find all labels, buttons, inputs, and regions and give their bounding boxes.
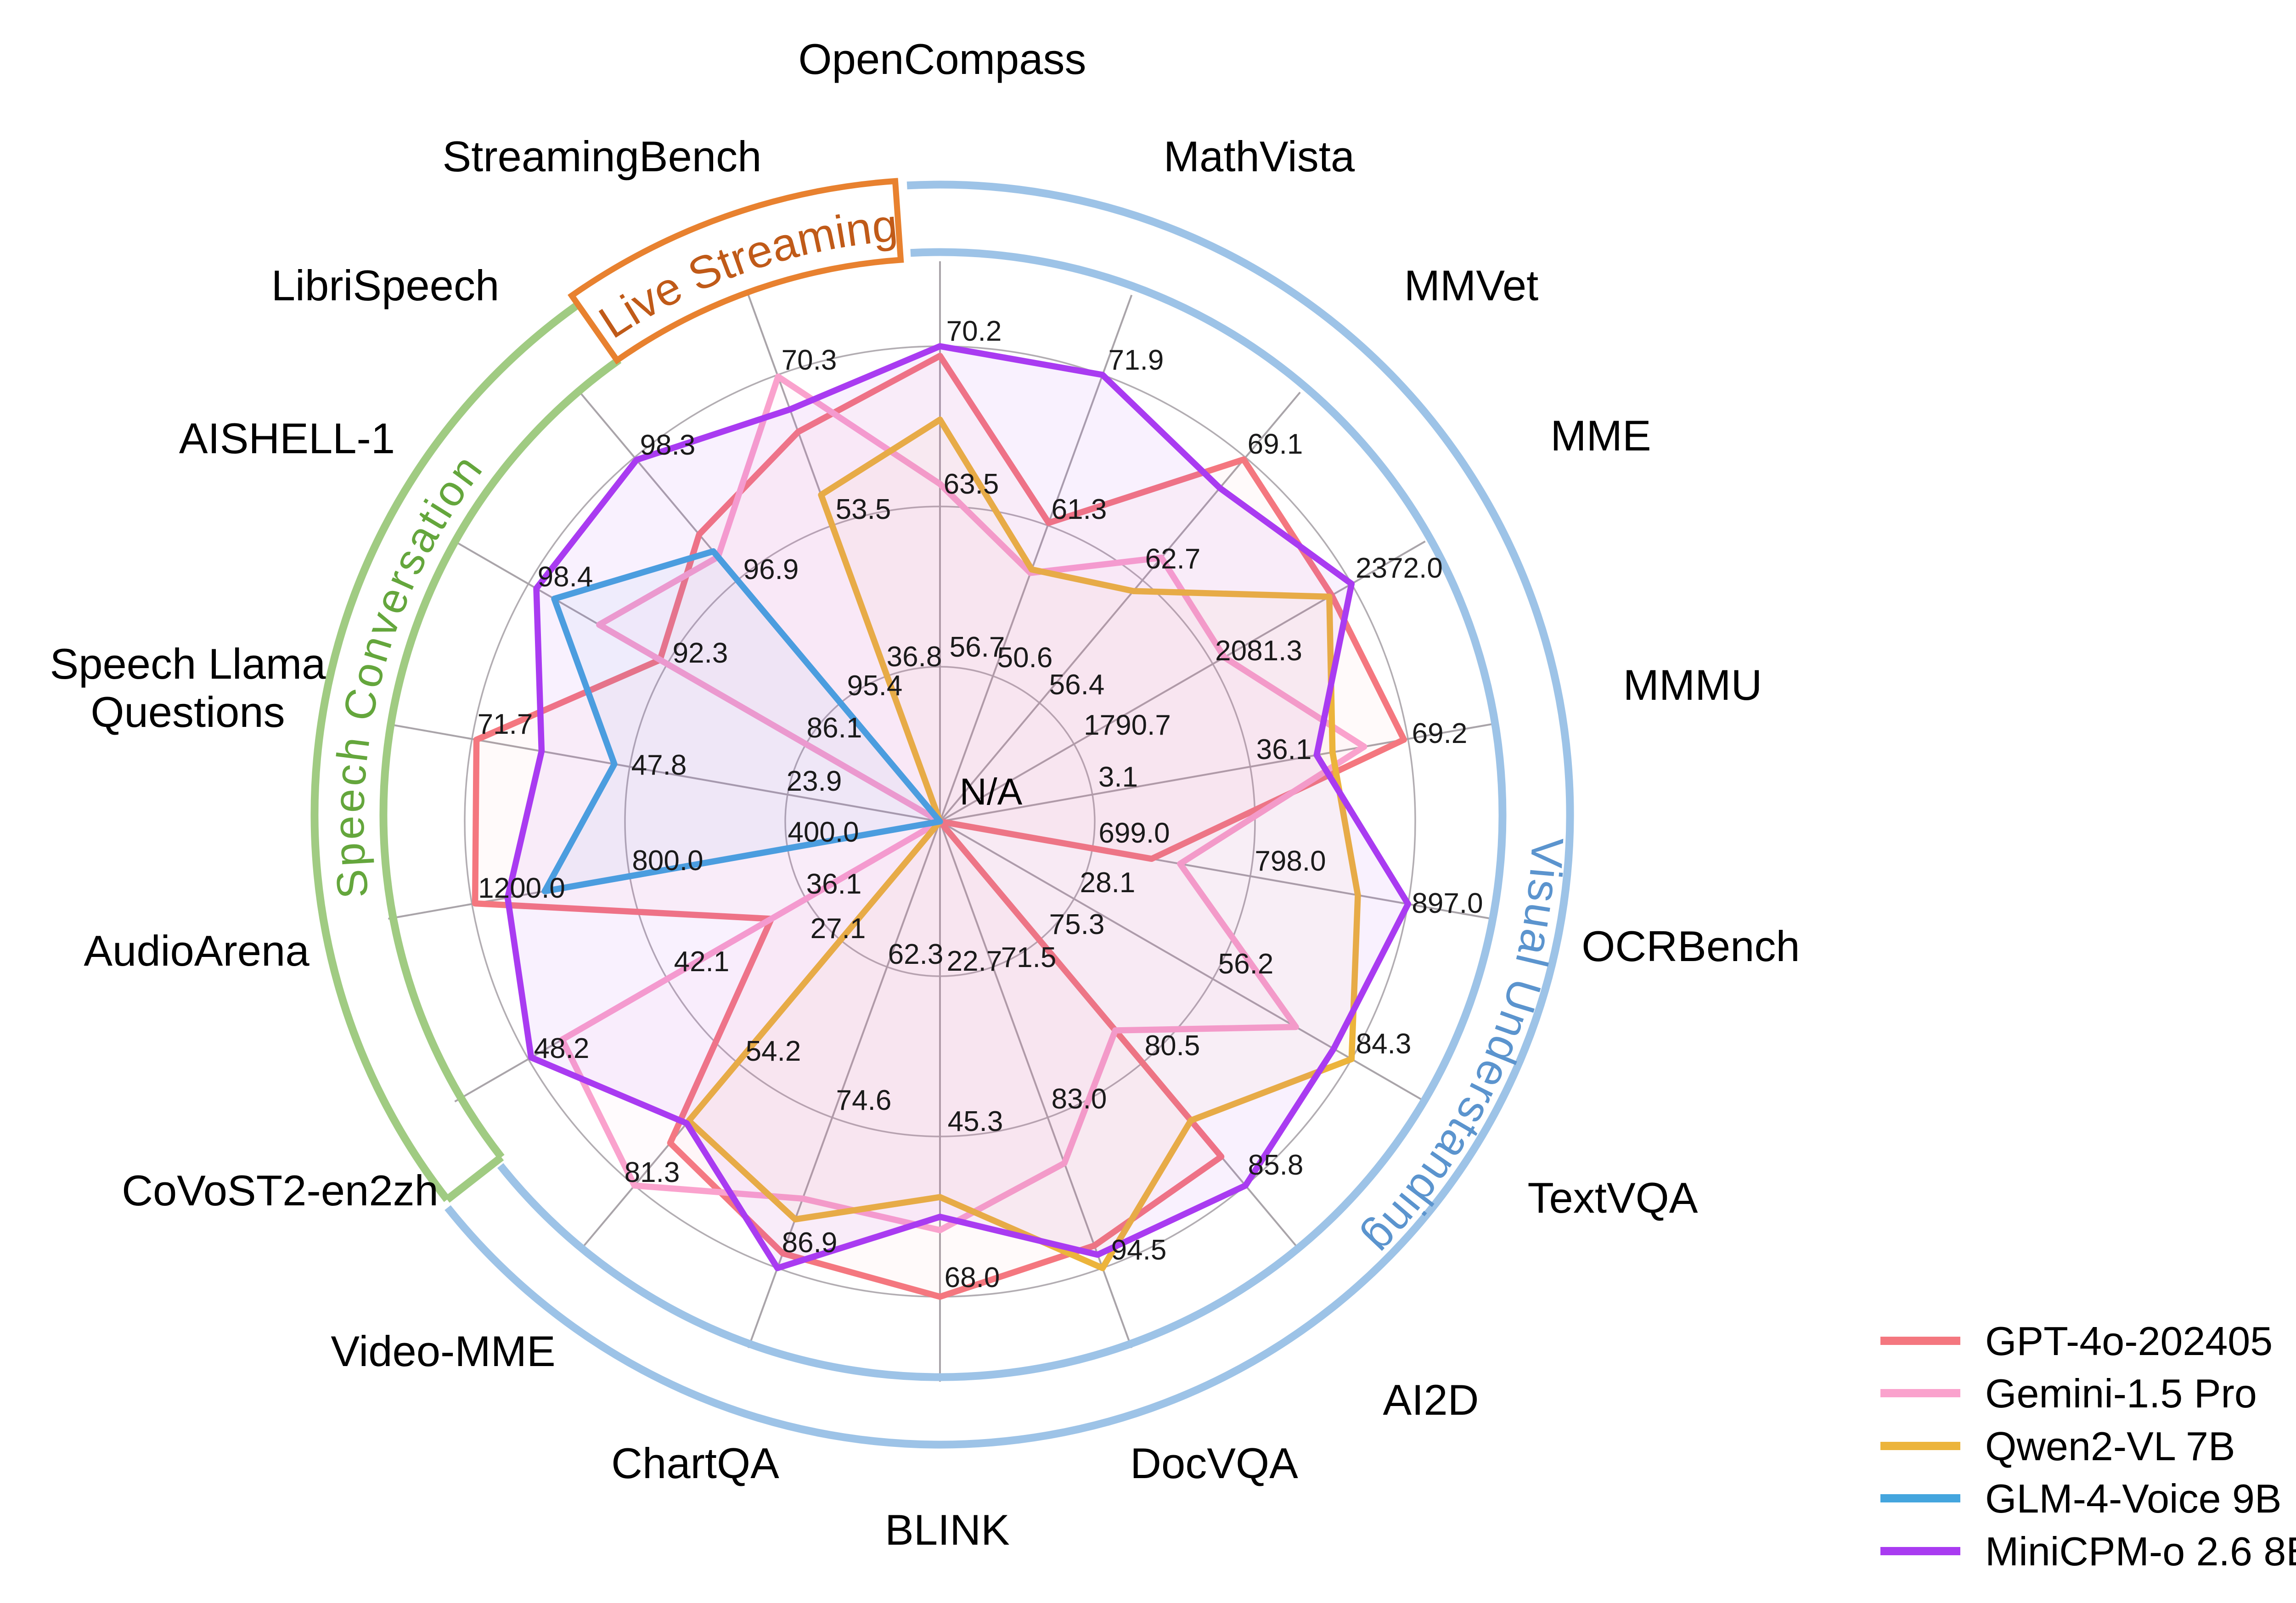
svg-text:36.8: 36.8 xyxy=(887,641,942,673)
svg-text:2081.3: 2081.3 xyxy=(1215,635,1302,667)
svg-text:OpenCompass: OpenCompass xyxy=(799,35,1086,83)
svg-text:83.0: 83.0 xyxy=(1052,1083,1107,1115)
svg-text:27.1: 27.1 xyxy=(810,913,866,945)
svg-text:86.1: 86.1 xyxy=(807,712,862,744)
svg-text:75.3: 75.3 xyxy=(1049,909,1105,940)
svg-text:CoVoST2-en2zh: CoVoST2-en2zh xyxy=(122,1166,439,1215)
svg-text:2372.0: 2372.0 xyxy=(1356,552,1443,584)
svg-text:70.2: 70.2 xyxy=(946,315,1002,347)
svg-text:400.0: 400.0 xyxy=(788,816,859,848)
svg-text:Qwen2-VL 7B: Qwen2-VL 7B xyxy=(1985,1423,2235,1469)
svg-text:36.1: 36.1 xyxy=(806,868,862,900)
svg-text:42.1: 42.1 xyxy=(674,946,730,978)
svg-text:50.6: 50.6 xyxy=(997,642,1053,674)
svg-text:N/A: N/A xyxy=(960,771,1023,813)
svg-text:MME: MME xyxy=(1550,411,1651,460)
svg-text:61.3: 61.3 xyxy=(1052,494,1107,525)
svg-text:56.7: 56.7 xyxy=(950,631,1005,663)
svg-text:62.3: 62.3 xyxy=(888,939,944,970)
svg-text:Speech Llama: Speech Llama xyxy=(50,640,326,688)
svg-text:Questions: Questions xyxy=(90,688,285,736)
svg-text:LibriSpeech: LibriSpeech xyxy=(271,261,499,309)
svg-text:TextVQA: TextVQA xyxy=(1528,1174,1698,1222)
svg-text:Gemini-1.5 Pro: Gemini-1.5 Pro xyxy=(1985,1371,2257,1416)
svg-text:StreamingBench: StreamingBench xyxy=(443,132,762,180)
svg-text:36.1: 36.1 xyxy=(1256,734,1312,765)
svg-text:45.3: 45.3 xyxy=(948,1106,1003,1137)
svg-text:3.1: 3.1 xyxy=(1098,761,1138,793)
svg-text:80.5: 80.5 xyxy=(1145,1030,1200,1062)
svg-text:96.9: 96.9 xyxy=(743,554,799,585)
svg-text:71.5: 71.5 xyxy=(1001,942,1057,973)
svg-text:MMVet: MMVet xyxy=(1404,261,1539,309)
svg-text:23.9: 23.9 xyxy=(787,765,842,797)
svg-text:GPT-4o-202405: GPT-4o-202405 xyxy=(1985,1318,2273,1364)
svg-text:95.4: 95.4 xyxy=(847,670,903,702)
svg-text:897.0: 897.0 xyxy=(1412,888,1483,919)
svg-text:AudioArena: AudioArena xyxy=(84,927,310,975)
svg-text:98.4: 98.4 xyxy=(538,561,593,593)
svg-text:AI2D: AI2D xyxy=(1383,1376,1479,1424)
svg-text:OCRBench: OCRBench xyxy=(1581,922,1800,970)
svg-text:71.9: 71.9 xyxy=(1109,344,1164,376)
svg-text:56.2: 56.2 xyxy=(1218,948,1274,980)
svg-text:47.8: 47.8 xyxy=(631,749,687,781)
svg-text:71.7: 71.7 xyxy=(478,709,533,740)
svg-text:69.2: 69.2 xyxy=(1412,718,1468,749)
svg-text:53.5: 53.5 xyxy=(836,494,891,525)
svg-text:699.0: 699.0 xyxy=(1098,817,1170,849)
svg-text:70.3: 70.3 xyxy=(782,344,837,376)
svg-text:84.3: 84.3 xyxy=(1356,1028,1412,1060)
svg-text:DocVQA: DocVQA xyxy=(1130,1439,1298,1487)
svg-text:BLINK: BLINK xyxy=(885,1506,1010,1554)
svg-text:62.7: 62.7 xyxy=(1145,543,1201,575)
svg-text:GLM-4-Voice 9B: GLM-4-Voice 9B xyxy=(1985,1476,2282,1521)
svg-text:63.5: 63.5 xyxy=(944,468,999,500)
svg-text:85.8: 85.8 xyxy=(1248,1149,1304,1181)
svg-text:1200.0: 1200.0 xyxy=(478,872,565,904)
svg-text:28.1: 28.1 xyxy=(1080,867,1136,899)
svg-text:Video-MME: Video-MME xyxy=(331,1327,555,1375)
svg-text:98.3: 98.3 xyxy=(640,429,696,461)
svg-text:MiniCPM-o 2.6 8B: MiniCPM-o 2.6 8B xyxy=(1985,1529,2296,1574)
svg-text:86.9: 86.9 xyxy=(782,1227,838,1259)
svg-text:AISHELL-1: AISHELL-1 xyxy=(179,414,395,462)
svg-text:800.0: 800.0 xyxy=(632,845,703,877)
svg-text:MathVista: MathVista xyxy=(1164,132,1355,180)
svg-text:48.2: 48.2 xyxy=(534,1033,590,1064)
svg-text:MMMU: MMMU xyxy=(1623,661,1762,709)
svg-text:56.4: 56.4 xyxy=(1049,669,1105,701)
svg-text:22.7: 22.7 xyxy=(947,945,1002,977)
svg-text:92.3: 92.3 xyxy=(673,637,728,669)
svg-text:69.1: 69.1 xyxy=(1248,428,1303,460)
svg-text:74.6: 74.6 xyxy=(836,1085,892,1116)
svg-text:54.2: 54.2 xyxy=(746,1035,801,1067)
svg-text:1790.7: 1790.7 xyxy=(1084,709,1171,741)
svg-text:81.3: 81.3 xyxy=(625,1157,680,1188)
svg-text:798.0: 798.0 xyxy=(1255,845,1326,877)
svg-text:68.0: 68.0 xyxy=(945,1262,1000,1294)
svg-text:94.5: 94.5 xyxy=(1111,1234,1167,1266)
svg-text:ChartQA: ChartQA xyxy=(611,1439,779,1487)
